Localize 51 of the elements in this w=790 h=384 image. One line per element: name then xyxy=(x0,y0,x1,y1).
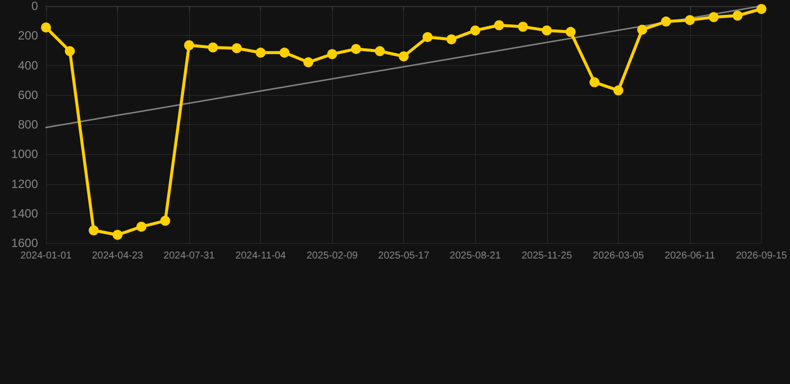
point xyxy=(160,216,170,226)
y-tick-label: 1400 xyxy=(11,206,38,220)
point xyxy=(88,225,99,236)
point xyxy=(184,40,194,50)
y-tick-label: 600 xyxy=(18,88,38,102)
x-tick-label: 2024-07-31 xyxy=(164,250,216,262)
y-tick-label: 800 xyxy=(18,118,38,132)
y-tick-label: 0 xyxy=(31,0,38,13)
point xyxy=(494,20,504,30)
point xyxy=(41,22,51,32)
x-tick-label: 2024-01-01 xyxy=(20,250,72,262)
x-tick-label: 2025-08-21 xyxy=(450,250,502,262)
point xyxy=(374,46,385,56)
y-tick-label: 1200 xyxy=(11,176,38,191)
point xyxy=(398,51,409,62)
y-tick-label: 1600 xyxy=(11,236,38,250)
x-tick-label: 2025-05-17 xyxy=(378,250,430,262)
point xyxy=(446,34,456,44)
y-tick-label: 400 xyxy=(18,58,38,72)
point xyxy=(232,43,242,54)
point xyxy=(637,24,648,35)
point xyxy=(208,42,218,52)
point xyxy=(613,85,624,96)
point xyxy=(518,22,528,32)
x-tick-label: 2025-02-09 xyxy=(306,250,358,262)
x-tick-label: 2026-06-11 xyxy=(664,250,716,262)
point xyxy=(351,44,362,54)
point xyxy=(542,25,552,36)
point xyxy=(279,48,290,58)
point xyxy=(256,48,266,58)
point xyxy=(661,16,672,27)
x-tick-label: 2024-04-23 xyxy=(92,250,144,262)
x-tick-label: 2025-11-25 xyxy=(522,250,572,262)
point xyxy=(136,222,146,232)
point xyxy=(732,10,743,21)
point xyxy=(590,77,600,88)
y-tick-label: 200 xyxy=(18,28,38,43)
y-tick-label: 1000 xyxy=(11,147,38,162)
x-tick-label: 2026-03-05 xyxy=(592,250,644,262)
point xyxy=(422,32,433,42)
point xyxy=(566,26,576,37)
x-tick-label: 2026-09-15 xyxy=(736,250,788,262)
point xyxy=(470,25,480,36)
point xyxy=(708,12,719,22)
point xyxy=(756,4,766,14)
point xyxy=(64,46,75,56)
point xyxy=(327,49,338,60)
point xyxy=(303,57,314,68)
x-tick-label: 2024-11-04 xyxy=(235,250,286,262)
point xyxy=(684,15,695,26)
point xyxy=(112,230,123,240)
